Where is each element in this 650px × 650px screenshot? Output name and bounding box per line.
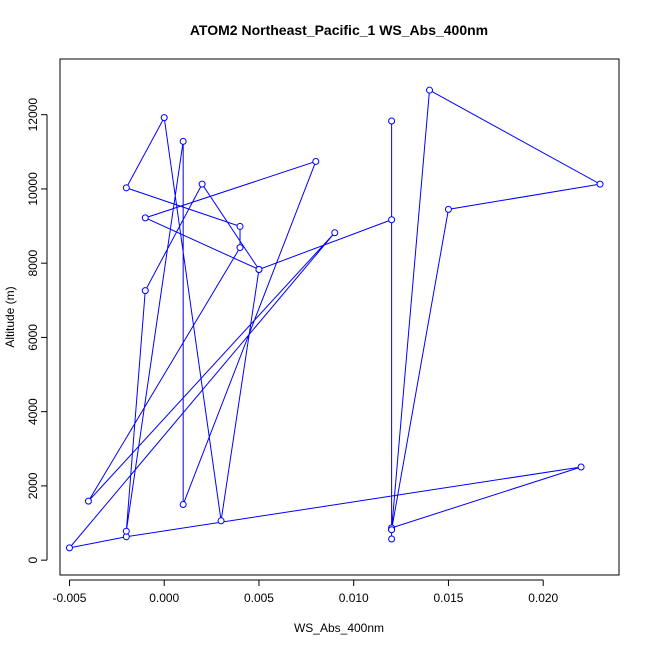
series-line xyxy=(68,89,602,549)
data-point xyxy=(141,214,149,222)
series-layer xyxy=(65,86,604,552)
data-point xyxy=(84,497,92,505)
data-point xyxy=(141,287,149,295)
x-tick-label: 0.005 xyxy=(244,591,274,605)
data-point xyxy=(388,216,396,224)
data-point xyxy=(198,180,206,188)
x-tick-label: 0.015 xyxy=(433,591,463,605)
y-tick-label: 4000 xyxy=(26,398,40,425)
data-point xyxy=(255,265,263,273)
y-tick-label: 12000 xyxy=(26,98,40,132)
data-point xyxy=(444,205,452,213)
y-tick-label: 2000 xyxy=(26,472,40,499)
data-point xyxy=(179,500,187,508)
y-tick-label: 10000 xyxy=(26,172,40,206)
x-tick-label: 0.020 xyxy=(528,591,558,605)
data-point xyxy=(388,526,396,534)
y-tick-label: 8000 xyxy=(26,250,40,277)
x-axis-label: WS_Abs_400nm xyxy=(294,621,384,635)
data-point xyxy=(122,184,130,192)
data-point xyxy=(236,244,244,252)
data-point xyxy=(65,544,73,552)
data-point xyxy=(388,117,396,125)
chart-title: ATOM2 Northeast_Pacific_1 WS_Abs_400nm xyxy=(190,22,488,38)
plot-frame xyxy=(59,58,620,576)
data-point xyxy=(217,517,225,525)
data-point xyxy=(179,137,187,145)
data-point xyxy=(122,527,130,535)
data-point xyxy=(596,180,604,188)
x-tick-label: 0.000 xyxy=(149,591,179,605)
y-tick-label: 0 xyxy=(26,556,40,563)
data-point xyxy=(577,463,585,471)
data-point xyxy=(331,229,339,237)
x-tick-label: -0.005 xyxy=(52,591,86,605)
y-tick-label: 6000 xyxy=(26,324,40,351)
data-point xyxy=(312,157,320,165)
data-point xyxy=(388,535,396,543)
data-point xyxy=(426,86,434,94)
data-point xyxy=(160,114,168,122)
y-axis: 0 2000 4000 6000 8000 10000 12000 xyxy=(26,98,48,563)
x-axis: -0.005 0.000 0.005 0.010 0.015 0.020 xyxy=(52,579,559,605)
y-axis-label: Altitude (m) xyxy=(3,286,17,347)
x-tick-label: 0.010 xyxy=(339,591,369,605)
data-point xyxy=(236,222,244,230)
